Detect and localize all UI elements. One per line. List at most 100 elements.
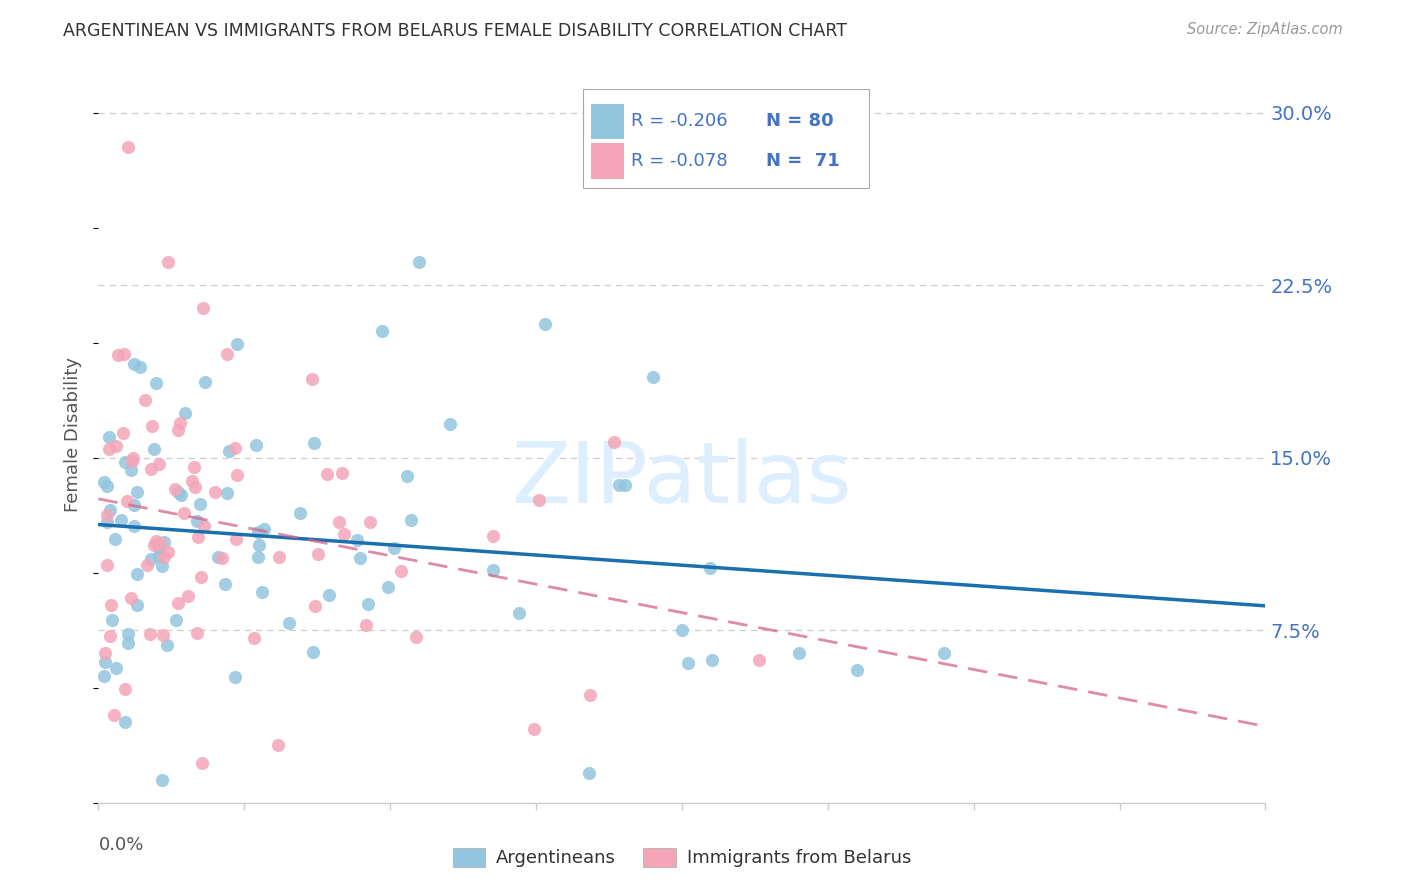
Point: [96, 558, 118, 573]
Point: [328, 515, 350, 529]
Point: [700, 653, 723, 667]
Point: [396, 469, 419, 483]
Point: [215, 347, 238, 361]
Legend: Argentineans, Immigrants from Belarus: Argentineans, Immigrants from Belarus: [446, 841, 918, 875]
Point: [349, 551, 371, 566]
Point: [150, 772, 173, 787]
Point: [96, 516, 118, 530]
Point: [167, 484, 190, 499]
Point: [100, 598, 122, 612]
Point: [117, 140, 139, 154]
Point: [183, 459, 205, 474]
Point: [114, 682, 136, 697]
Point: [187, 530, 209, 544]
Point: [382, 541, 405, 555]
Point: [121, 454, 143, 468]
Point: [391, 564, 413, 578]
Point: [934, 646, 956, 660]
Point: [169, 417, 191, 431]
Point: [277, 615, 299, 630]
Point: [188, 497, 211, 511]
Point: [97, 442, 120, 456]
Point: [307, 547, 329, 561]
Point: [193, 301, 215, 316]
Point: [481, 563, 503, 577]
Point: [177, 589, 200, 603]
Point: [356, 597, 378, 611]
Point: [245, 438, 267, 452]
Point: [301, 372, 323, 386]
Point: [143, 538, 166, 552]
Point: [169, 487, 191, 501]
Text: ZIPatlas: ZIPatlas: [512, 437, 852, 521]
Point: [439, 417, 461, 432]
Point: [105, 661, 128, 675]
Point: [122, 498, 145, 512]
Point: [173, 507, 195, 521]
Point: [748, 653, 770, 667]
Point: [97, 430, 120, 444]
Point: [224, 670, 246, 684]
Point: [408, 255, 430, 269]
Point: [167, 596, 190, 610]
Point: [153, 535, 176, 549]
Point: [156, 638, 179, 652]
Point: [214, 577, 236, 591]
Point: [145, 533, 167, 548]
Point: [134, 393, 156, 408]
Point: [190, 756, 212, 770]
Point: [246, 524, 269, 539]
Point: [148, 549, 170, 563]
Point: [127, 598, 149, 612]
Point: [173, 406, 195, 420]
Point: [114, 455, 136, 469]
Point: [165, 613, 187, 627]
Point: [112, 347, 135, 361]
Text: 0.0%: 0.0%: [98, 836, 143, 854]
Point: [157, 255, 180, 269]
Point: [127, 566, 149, 581]
Point: [247, 538, 270, 552]
Point: [224, 442, 246, 456]
Point: [533, 317, 555, 331]
Point: [269, 549, 291, 564]
Point: [156, 545, 179, 559]
Point: [243, 632, 266, 646]
Point: [117, 636, 139, 650]
Point: [150, 558, 173, 573]
Point: [104, 439, 127, 453]
Point: [641, 370, 664, 384]
Point: [226, 337, 249, 351]
Point: [194, 375, 217, 389]
Point: [508, 606, 530, 620]
Point: [204, 485, 226, 500]
Point: [607, 477, 630, 491]
Point: [142, 442, 165, 456]
Point: [226, 468, 249, 483]
Point: [190, 569, 212, 583]
Point: [149, 536, 172, 550]
Point: [523, 722, 546, 736]
Point: [104, 533, 127, 547]
Point: [120, 463, 142, 477]
Point: [139, 627, 162, 641]
Point: [699, 561, 721, 575]
Point: [399, 513, 422, 527]
Point: [139, 552, 162, 566]
Point: [93, 475, 115, 489]
Point: [207, 549, 229, 564]
Point: [330, 466, 353, 480]
Point: [316, 467, 339, 481]
Point: [304, 599, 326, 614]
Point: [846, 663, 869, 677]
Point: [193, 519, 215, 533]
Point: [103, 708, 125, 723]
Point: [93, 655, 115, 669]
Text: Source: ZipAtlas.com: Source: ZipAtlas.com: [1187, 22, 1343, 37]
Point: [110, 513, 132, 527]
Point: [481, 529, 503, 543]
Point: [117, 626, 139, 640]
Point: [180, 474, 202, 488]
Point: [787, 646, 810, 660]
Point: [215, 486, 238, 500]
